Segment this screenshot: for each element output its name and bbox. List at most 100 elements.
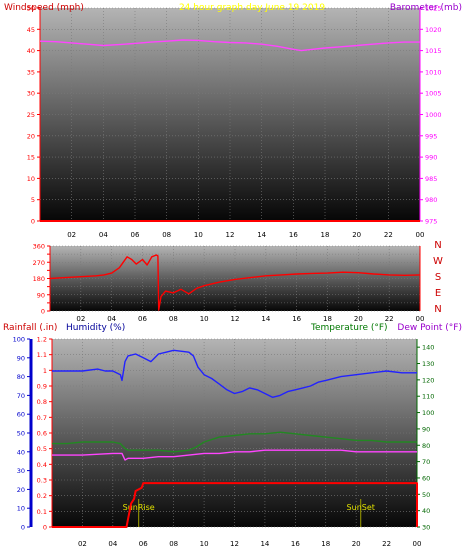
wind-baro-xtick: 22	[384, 231, 393, 239]
dew-point-axis-title: Dew Point (°F)	[397, 323, 462, 333]
wind-direction-xtick: 10	[200, 315, 209, 323]
wind-baro-xtick: 14	[257, 231, 266, 239]
rainfall-tick-label: 0.8	[37, 398, 47, 406]
rainfall-tick-label: 0.6	[37, 430, 47, 438]
temperature-tick-label: 60	[422, 474, 430, 482]
direction-tick-label: 360	[33, 243, 45, 251]
wind-direction-xtick: 06	[138, 315, 147, 323]
rainfall-tick-label: 0.5	[37, 445, 47, 453]
direction-tick-label: 90	[37, 291, 45, 299]
rainfall-tick-label: 1.1	[37, 351, 47, 359]
temperature-tick-label: 120	[422, 376, 434, 384]
humidity-tick-label: 0	[21, 524, 25, 532]
wind-direction-xtick: 22	[385, 315, 394, 323]
barometer-tick-label: 1000	[425, 111, 442, 119]
rainfall-tick-label: 0.1	[37, 508, 47, 516]
windspeed-tick-label: 10	[27, 175, 35, 183]
windspeed-tick-label: 35	[27, 68, 35, 76]
direction-compass-label: W	[433, 256, 443, 267]
barometer-tick-label: 995	[425, 132, 437, 140]
windspeed-tick-label: 15	[27, 154, 35, 162]
humidity-tick-label: 60	[17, 411, 25, 419]
rainfall-tick-label: 0.3	[37, 477, 47, 485]
temperature-tick-label: 90	[422, 425, 430, 433]
wind-direction-xtick: 02	[76, 315, 85, 323]
wind-direction-xtick: 14	[261, 315, 270, 323]
humidity-line	[52, 349, 417, 398]
direction-compass-label: S	[435, 272, 441, 283]
rain-humidity-temp-xtick: 08	[169, 540, 178, 548]
rainfall-axis-title: Rainfall (.in)	[3, 323, 57, 333]
rain-humidity-temp-xtick: 06	[139, 540, 148, 548]
wind-direction-xtick: 12	[231, 315, 240, 323]
wind-baro-xtick: 08	[162, 231, 171, 239]
temperature-tick-label: 100	[422, 409, 434, 417]
windspeed-tick-label: 45	[27, 26, 35, 34]
rain-humidity-temp-xtick: 12	[230, 540, 239, 548]
barometer-tick-label: 990	[425, 154, 437, 162]
rainfall-tick-label: 0.2	[37, 492, 47, 500]
humidity-tick-label: 100	[13, 336, 25, 344]
windspeed-tick-label: 50	[27, 5, 35, 13]
windspeed-tick-label: 20	[27, 132, 35, 140]
windspeed-tick-label: 40	[27, 47, 35, 55]
sun-marker-label: SunSet	[347, 503, 375, 512]
direction-tick-label: 0	[41, 308, 45, 316]
windspeed-axis-title: Windspeed (mph)	[4, 3, 84, 13]
humidity-tick-label: 80	[17, 373, 25, 381]
wind-baro-xtick: 06	[131, 231, 140, 239]
rain-humidity-temp-xtick: 22	[382, 540, 391, 548]
rainfall-tick-label: 1.2	[37, 336, 47, 344]
direction-tick-label: 270	[33, 259, 45, 267]
barometer-tick-label: 980	[425, 196, 437, 204]
wind-baro-xtick: 00	[416, 231, 425, 239]
barometer-tick-label: 1010	[425, 68, 442, 76]
wind-baro-xtick: 18	[321, 231, 330, 239]
windspeed-tick-label: 5	[31, 196, 35, 204]
dew-point-line	[52, 449, 417, 461]
windspeed-tick-label: 0	[31, 218, 35, 226]
windspeed-tick-label: 25	[27, 111, 35, 119]
rainfall-tick-label: 0.9	[37, 383, 47, 391]
wind-baro-xtick: 20	[352, 231, 361, 239]
wind-direction-xtick: 16	[292, 315, 301, 323]
rain-humidity-temp-xtick: 20	[352, 540, 361, 548]
direction-tick-label: 180	[33, 275, 45, 283]
rain-humidity-temp-xtick: 04	[108, 540, 117, 548]
wind-baro-xtick: 02	[67, 231, 76, 239]
temperature-tick-label: 70	[422, 458, 430, 466]
temperature-tick-label: 40	[422, 507, 430, 515]
barometer-tick-label: 1025	[425, 5, 442, 13]
humidity-tick-label: 90	[17, 354, 25, 362]
sun-marker-label: SunRise	[123, 503, 155, 512]
wind-baro-xtick: 04	[99, 231, 108, 239]
wind-direction-xtick: 08	[169, 315, 178, 323]
temperature-tick-label: 110	[422, 393, 434, 401]
wind-baro-xtick: 16	[289, 231, 298, 239]
temperature-axis-title: Temperature (°F)	[310, 323, 388, 333]
humidity-tick-label: 70	[17, 392, 25, 400]
barometer-tick-label: 985	[425, 175, 437, 183]
rainfall-line	[52, 482, 418, 528]
wind-direction-line	[49, 254, 421, 311]
wind-direction-xtick: 20	[354, 315, 363, 323]
barometer-line	[39, 39, 420, 52]
chart-title: 24 hour graph day June 19 2019	[179, 3, 325, 13]
temperature-tick-label: 140	[422, 344, 434, 352]
barometer-tick-label: 1015	[425, 47, 442, 55]
humidity-tick-label: 20	[17, 486, 25, 494]
rain-humidity-temp-xtick: 16	[291, 540, 300, 548]
direction-compass-label: E	[435, 288, 441, 299]
rainfall-tick-label: 0.7	[37, 414, 47, 422]
wind-direction-xtick: 18	[323, 315, 332, 323]
barometer-tick-label: 1005	[425, 90, 442, 98]
rain-humidity-temp-xtick: 18	[321, 540, 330, 548]
temperature-tick-label: 130	[422, 360, 434, 368]
barometer-axis-title: Barometer (mb)	[390, 3, 462, 13]
humidity-tick-label: 10	[17, 505, 25, 513]
rainfall-tick-label: 1	[43, 367, 47, 375]
humidity-axis-title: Humidity (%)	[66, 323, 125, 333]
temperature-tick-label: 80	[422, 442, 430, 450]
humidity-tick-label: 50	[17, 430, 25, 438]
